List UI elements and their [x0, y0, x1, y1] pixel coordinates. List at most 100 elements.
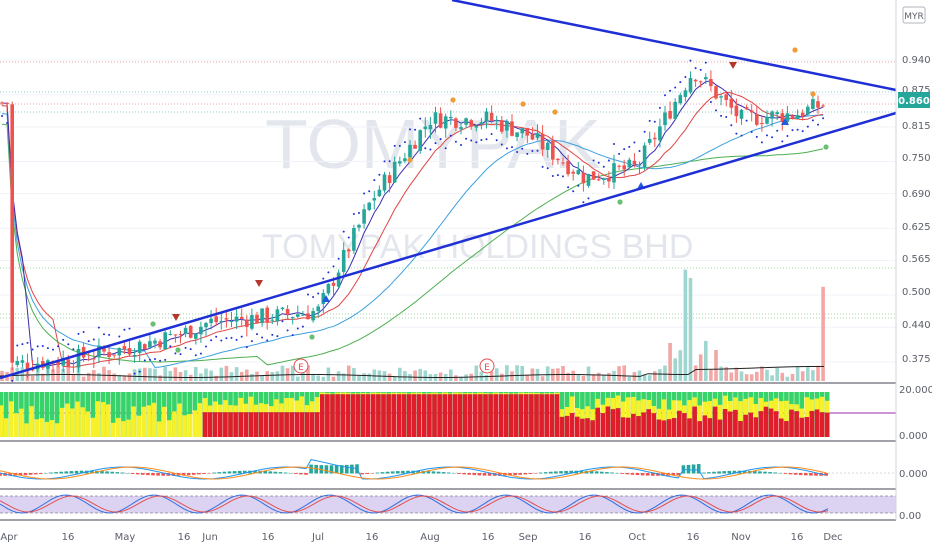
- volatility-bar-yellow: [172, 411, 177, 437]
- psar-dot: [587, 197, 590, 200]
- psar-dot: [250, 340, 253, 343]
- volume-bar: [15, 367, 20, 381]
- volatility-bar-yellow: [411, 392, 417, 395]
- candle-body: [362, 209, 366, 224]
- macd-histogram-bar: [610, 472, 614, 474]
- psar-dot: [317, 292, 320, 295]
- candle-body: [372, 198, 377, 201]
- trendlines[interactable]: [0, 0, 897, 380]
- macd-histogram-bar: [722, 471, 726, 474]
- volatility-bar-yellow: [309, 401, 315, 413]
- volatility-bar-yellow: [192, 410, 198, 437]
- price-axis[interactable]: 0.940 0.875 0.815 0.750 0.690 0.625 0.56…: [902, 55, 931, 365]
- psar-dot: [337, 257, 340, 260]
- volatility-bar-green: [126, 392, 131, 437]
- macd-histogram-bar: [23, 473, 28, 476]
- volume-bar: [739, 371, 744, 381]
- candle-body: [770, 111, 774, 119]
- volume-bar: [770, 375, 774, 381]
- psar-dot: [123, 328, 126, 331]
- candle-body: [576, 170, 581, 175]
- psar-dot: [210, 339, 213, 342]
- macd-histogram-bar: [243, 470, 247, 474]
- signal-line: [0, 466, 827, 480]
- candle-body: [535, 133, 540, 138]
- volatility-bar-red: [799, 417, 804, 437]
- candle-body: [112, 354, 116, 356]
- psar-dot: [220, 339, 223, 342]
- volatility-bar-red: [452, 394, 458, 437]
- macd-histogram-bar: [212, 472, 216, 474]
- volatility-bar-red: [671, 418, 677, 437]
- macd-histogram-bar: [350, 464, 354, 474]
- volatility-bar-yellow: [396, 392, 402, 395]
- macd-histogram-bar: [222, 471, 227, 474]
- earnings-marker-jul[interactable]: E: [293, 358, 309, 374]
- earnings-marker-aug[interactable]: E: [479, 358, 495, 374]
- psar-dot: [276, 335, 279, 338]
- volatility-bar-yellow: [376, 392, 381, 395]
- price-tick: 0.500: [902, 287, 931, 298]
- candle-body: [545, 142, 550, 150]
- volatility-bar-yellow: [131, 406, 136, 437]
- volatility-bar-red: [569, 413, 575, 437]
- candle-body: [143, 344, 147, 350]
- volatility-bar-yellow: [569, 396, 575, 414]
- volume-bar: [821, 286, 825, 381]
- sma-long-line: [1, 123, 824, 366]
- volume-bar: [403, 371, 407, 381]
- psar-dot: [235, 338, 238, 341]
- candle-body: [520, 128, 524, 134]
- psar-dot: [97, 326, 100, 329]
- volatility-bar-red: [263, 412, 269, 437]
- psar-dot: [475, 141, 478, 144]
- volatility-bar-red: [763, 406, 769, 437]
- macd-histogram-bar: [100, 471, 104, 474]
- watermark-symbol: TOMYPAK: [265, 105, 601, 183]
- candle-body: [556, 158, 560, 161]
- candle-body: [755, 113, 759, 125]
- psar-dot: [154, 357, 156, 360]
- psar-dot: [266, 339, 269, 342]
- psar-dot: [669, 89, 672, 92]
- volume-bar: [464, 374, 468, 381]
- volatility-bar-yellow: [554, 392, 560, 395]
- volume-bar: [668, 342, 672, 381]
- candle-body: [433, 112, 438, 124]
- volatility-bar-red: [202, 412, 208, 437]
- volatility-bar-yellow: [207, 405, 213, 413]
- candle-body: [602, 178, 606, 181]
- currency-badge[interactable]: MYR: [902, 6, 926, 24]
- candle-body: [20, 360, 25, 363]
- volume-bar: [734, 367, 739, 381]
- volatility-bar-red: [559, 416, 565, 437]
- volatility-bar-red: [335, 394, 340, 437]
- candle-body: [132, 354, 137, 357]
- volume-bar: [500, 373, 504, 381]
- candle-body: [224, 318, 229, 320]
- volatility-bar-yellow: [631, 396, 636, 414]
- volatility-bar-yellow: [371, 392, 376, 395]
- volume-bar: [275, 371, 280, 381]
- psar-dot: [771, 136, 774, 139]
- psar-dot: [419, 117, 422, 120]
- volume-bar: [627, 376, 632, 381]
- macd-histogram-bar: [707, 472, 711, 474]
- volume-bar: [347, 365, 351, 381]
- volume-bar: [545, 366, 550, 381]
- psar-dot: [786, 134, 789, 137]
- date-axis[interactable]: Apr 16 May 16 Jun 16 Jul 16 Aug 16 Sep 16 Oct 16 Nov 16…: [0, 532, 842, 543]
- psar-dot: [312, 296, 315, 299]
- psar-dot: [26, 341, 29, 344]
- macd-histogram-bar: [253, 470, 257, 474]
- volume-bar: [795, 366, 800, 381]
- candle-body: [66, 359, 71, 367]
- volume-bar: [143, 367, 147, 381]
- candle-body: [561, 162, 565, 164]
- candle-body: [270, 319, 275, 321]
- candle-body: [607, 177, 611, 182]
- volume-bar: [260, 374, 264, 381]
- psar-dot: [31, 348, 34, 351]
